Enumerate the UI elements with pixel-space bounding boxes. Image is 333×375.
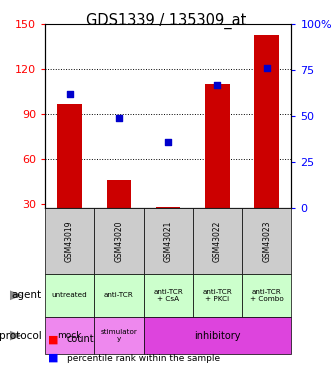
Text: percentile rank within the sample: percentile rank within the sample (67, 354, 220, 363)
Text: anti-TCR
+ CsA: anti-TCR + CsA (153, 289, 183, 302)
Bar (205, 84, 230, 208)
Text: ■: ■ (48, 334, 59, 344)
Text: GSM43020: GSM43020 (114, 220, 124, 262)
Text: stimulator
y: stimulator y (101, 329, 137, 342)
Text: count: count (67, 334, 94, 344)
Text: GSM43023: GSM43023 (262, 220, 271, 262)
Point (264, 66, 269, 72)
Text: GSM43019: GSM43019 (65, 220, 74, 262)
Bar (254, 35, 279, 208)
Point (67, 91, 72, 97)
Text: ■: ■ (48, 353, 59, 363)
Point (116, 115, 122, 121)
Text: inhibitory: inhibitory (194, 331, 241, 340)
Text: mock: mock (57, 331, 82, 340)
Text: GSM43021: GSM43021 (164, 220, 173, 262)
Text: agent: agent (12, 290, 42, 300)
Bar (107, 180, 131, 208)
Point (215, 82, 220, 88)
Bar (57, 104, 82, 208)
Text: protocol: protocol (0, 331, 42, 340)
Text: anti-TCR
+ PKCi: anti-TCR + PKCi (202, 289, 232, 302)
Text: anti-TCR
+ Combo: anti-TCR + Combo (250, 289, 284, 302)
Text: anti-TCR: anti-TCR (104, 292, 134, 298)
Bar (156, 207, 180, 208)
Text: GSM43022: GSM43022 (213, 220, 222, 262)
Text: GDS1339 / 135309_at: GDS1339 / 135309_at (86, 13, 247, 29)
Point (166, 139, 171, 145)
Text: untreated: untreated (52, 292, 88, 298)
